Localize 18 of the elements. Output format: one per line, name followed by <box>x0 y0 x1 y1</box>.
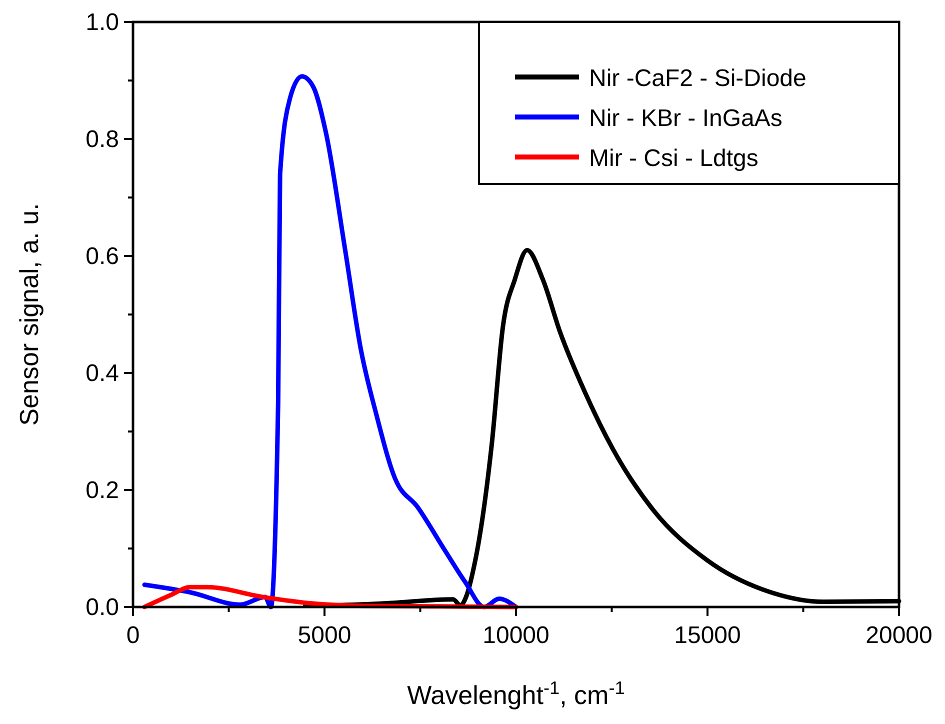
legend-label: Mir - Csi - Ldtgs <box>589 145 758 172</box>
y-axis-title: Sensor signal, a. u. <box>14 203 44 426</box>
y-tick-label: 0.6 <box>86 243 119 270</box>
y-tick-label: 0.8 <box>86 126 119 153</box>
y-tick-label: 0.0 <box>86 594 119 621</box>
x-tick-label: 20000 <box>866 622 932 649</box>
x-tick-label: 15000 <box>674 622 741 649</box>
legend-label: Nir -CaF2 - Si-Diode <box>589 65 806 92</box>
x-tick-label: 10000 <box>482 622 550 649</box>
y-tick-label: 0.2 <box>86 477 119 504</box>
legend-label: Nir - KBr - InGaAs <box>589 105 782 132</box>
x-tick-label: 0 <box>126 622 140 649</box>
y-tick-label: 0.4 <box>86 360 119 387</box>
line-series <box>142 584 518 610</box>
x-axis-title: Wavelenght$^{-1}$, cm$^{-1}$ <box>407 678 625 710</box>
y-tick-label: 1.0 <box>86 9 119 36</box>
line-series <box>142 74 518 610</box>
x-tick-label: 5000 <box>298 622 352 649</box>
